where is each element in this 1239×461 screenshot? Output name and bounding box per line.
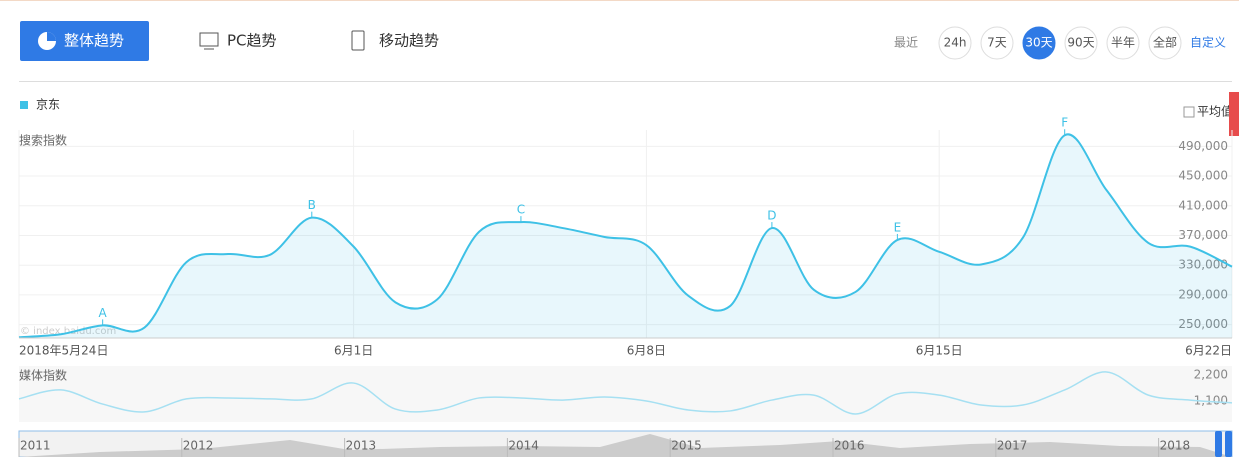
range-button[interactable] [1106, 26, 1140, 60]
x-tick-label: 2018年5月24日 [19, 344, 108, 358]
tab-label[interactable]: 移动趋势 [379, 32, 439, 50]
media-y-label: 媒体指数 [19, 368, 67, 383]
annotation-label: F [1061, 116, 1068, 130]
timeline-year[interactable]: 2013 [346, 439, 377, 453]
y-tick-label: 410,000 [1178, 198, 1228, 212]
range-button[interactable] [1148, 26, 1182, 60]
annotation-label: E [894, 220, 902, 234]
y-tick-label: 250,000 [1178, 317, 1228, 331]
legend-swatch [20, 101, 28, 109]
media-bg [19, 366, 1232, 422]
checkbox[interactable] [1183, 106, 1195, 118]
y-tick-label: 490,000 [1178, 139, 1228, 153]
x-tick-label: 6月1日 [334, 344, 373, 358]
annotation-label: D [767, 209, 776, 223]
annotation-label: A [99, 306, 108, 320]
y-tick-label: 330,000 [1178, 258, 1228, 272]
line [18, 133, 1233, 339]
x-tick-label: 6月22日 [1185, 344, 1232, 358]
y-tick-label: 450,000 [1178, 169, 1228, 183]
timeline-year[interactable]: 2012 [183, 439, 214, 453]
timeline-year[interactable]: 2011 [20, 439, 51, 453]
timeline-handle[interactable] [1225, 431, 1232, 457]
range-button[interactable] [980, 26, 1014, 60]
range-button[interactable] [938, 26, 972, 60]
tab-label[interactable]: PC趋势 [227, 32, 277, 50]
timeline-year[interactable]: 2018 [1160, 439, 1191, 453]
line [18, 371, 1233, 415]
custom-range[interactable]: 自定义 [1190, 35, 1226, 50]
timeline-overview [19, 434, 1232, 457]
range-button-label[interactable]: 24h [944, 36, 967, 50]
timeline-year[interactable]: 2015 [671, 439, 702, 453]
range-button-label[interactable]: 30天 [1025, 36, 1052, 50]
timeline-year[interactable]: 2017 [997, 439, 1028, 453]
y-tick-label: 370,000 [1178, 228, 1228, 242]
range-button-label[interactable]: 7天 [987, 36, 1007, 50]
tab-label[interactable]: 整体趋势 [64, 32, 124, 50]
range-label: 最近 [894, 36, 918, 50]
x-tick-label: 6月15日 [916, 344, 963, 358]
range-button[interactable] [1064, 26, 1098, 60]
tab-overall[interactable] [20, 21, 149, 61]
y-tick-label: 2,200 [1194, 368, 1228, 382]
x-tick-label: 6月8日 [627, 344, 666, 358]
y-tick-label: 290,000 [1178, 287, 1228, 301]
side-badge[interactable] [1229, 92, 1239, 136]
average-toggle[interactable]: 平均值 [1197, 104, 1233, 119]
range-button-label[interactable]: 90天 [1067, 36, 1094, 50]
pc-icon [199, 32, 219, 47]
y-axis-label: 搜索指数 [19, 133, 67, 148]
legend-label[interactable]: 京东 [36, 98, 60, 112]
y-tick-label: 1,100 [1194, 394, 1228, 408]
annotation-label: C [517, 203, 525, 217]
range-button-label[interactable]: 半年 [1111, 36, 1135, 50]
mobile-icon [351, 30, 365, 51]
range-button-label[interactable]: 全部 [1153, 35, 1177, 50]
range-button[interactable] [1022, 26, 1056, 60]
area [19, 134, 1232, 338]
watermark: © index.baidu.com [20, 326, 116, 337]
annotation-label: B [308, 198, 316, 212]
timeline-handle[interactable] [1215, 431, 1222, 457]
timeline-year[interactable]: 2016 [834, 439, 865, 453]
pie-icon-slice [47, 32, 56, 41]
timeline-year[interactable]: 2014 [508, 439, 539, 453]
